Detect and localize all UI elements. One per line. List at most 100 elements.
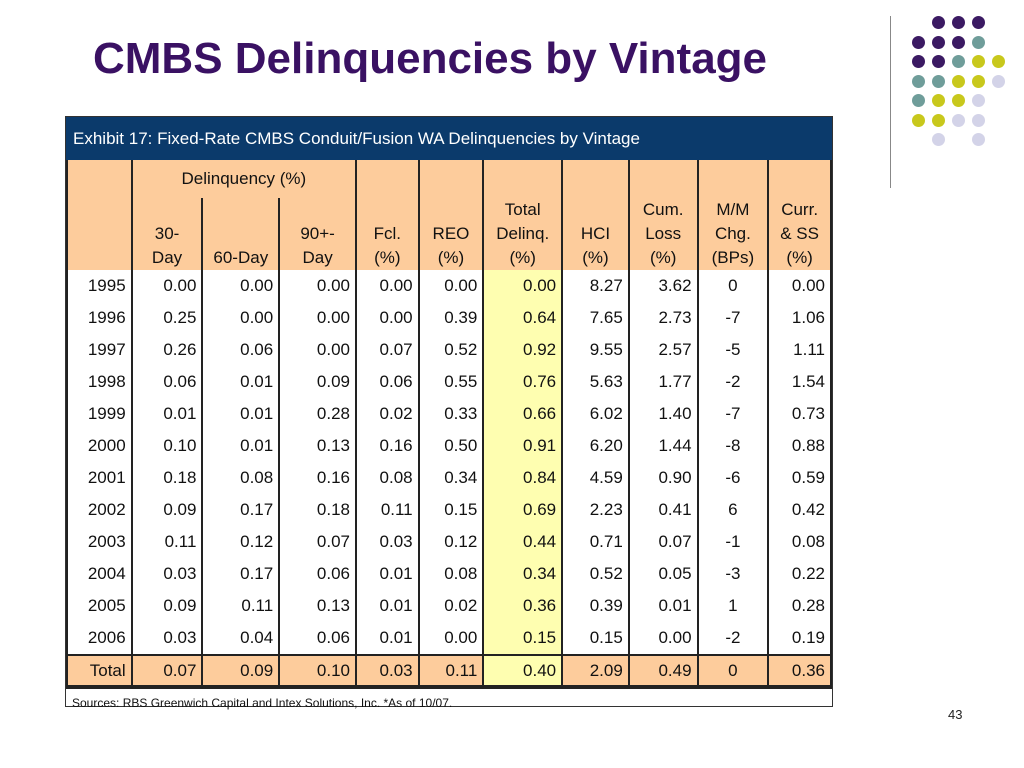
table-cell: 0.00	[355, 302, 420, 334]
table-cell: 0.05	[627, 558, 699, 590]
decorative-dot	[952, 113, 965, 127]
table-cell: 0.00	[482, 270, 564, 302]
table-cell: 0.01	[201, 366, 281, 398]
table-cell: 0.91	[482, 430, 564, 462]
table-cell: 0.15	[482, 622, 564, 655]
header-line	[285, 198, 350, 222]
decorative-dot	[952, 94, 965, 107]
table-cell: 0.25	[130, 302, 204, 334]
table-cell: 0.11	[417, 654, 485, 687]
table-cell: 0.18	[278, 494, 357, 526]
header-line: REO	[432, 224, 470, 243]
table-cell: 0.08	[355, 462, 420, 494]
table-cell: 5.63	[561, 366, 630, 398]
slide-title: CMBS Delinquencies by Vintage	[93, 34, 768, 83]
decorative-dot	[932, 133, 945, 146]
table-cell: 0.09	[278, 366, 357, 398]
table-cell: 0.00	[278, 270, 357, 302]
header-line	[208, 198, 273, 222]
table-cell: 0.84	[482, 462, 564, 494]
table-cell: 0.01	[355, 622, 420, 655]
table-cell: 2.73	[627, 302, 699, 334]
table-cell: 6.20	[561, 430, 630, 462]
table-cell: 0.00	[417, 622, 485, 655]
vertical-divider	[890, 16, 891, 188]
decorative-dot	[952, 74, 965, 88]
table-cell: 1	[696, 590, 770, 622]
table-cell: 0.00	[201, 270, 281, 302]
header-line: Day	[302, 248, 333, 267]
table-cell: 0.02	[417, 590, 485, 622]
table-cell: 0.18	[130, 462, 204, 494]
header-total-delinq: Total Delinq. (%)	[482, 160, 564, 270]
vintage-year: 2006	[66, 622, 133, 655]
header-line: Curr.	[781, 200, 819, 219]
table-cell: 1.11	[767, 334, 832, 366]
table-cell: 0.76	[482, 366, 564, 398]
decorative-dot	[952, 35, 965, 49]
table-cell: 0.28	[767, 590, 832, 622]
vintage-year: 2002	[66, 494, 133, 526]
decorative-dot	[952, 16, 965, 29]
header-line	[568, 198, 623, 222]
table-cell: 0.13	[278, 430, 357, 462]
table-cell: -7	[696, 302, 770, 334]
table-cell: 0.41	[627, 494, 699, 526]
header-line: 90+-	[300, 224, 335, 243]
decorative-dot	[952, 55, 965, 68]
header-fcl: Fcl. (%)	[355, 160, 420, 270]
total-row: Total 0.07 0.09 0.10 0.03 0.11 0.40 2.09 0.49 0 0.…	[66, 654, 832, 687]
header-line	[425, 198, 478, 222]
decorative-dot	[972, 133, 985, 146]
table-cell: 8.27	[561, 270, 630, 302]
table-cell: -1	[696, 526, 770, 558]
table-cell: 0.03	[130, 558, 204, 590]
header-line: 30-	[154, 224, 180, 243]
header-line: (%)	[649, 248, 677, 267]
table-cell: 0.09	[130, 494, 204, 526]
table-cell: 0.17	[201, 494, 281, 526]
vintage-year: 1997	[66, 334, 133, 366]
table-cell: 0.34	[482, 558, 564, 590]
decorative-dot	[912, 55, 925, 68]
table-cell: 0.02	[355, 398, 420, 430]
table-cell: 0.08	[201, 462, 281, 494]
decorative-dot	[972, 74, 985, 88]
vintage-year: 2005	[66, 590, 133, 622]
vintage-year: 1998	[66, 366, 133, 398]
table-cell: 0.07	[627, 526, 699, 558]
table-cell: 0.00	[278, 334, 357, 366]
table-cell: 0.01	[355, 590, 420, 622]
table-cell: 0.42	[767, 494, 832, 526]
decorative-dot	[912, 35, 925, 49]
table-cell: 0.88	[767, 430, 832, 462]
table-cell: 0.92	[482, 334, 564, 366]
table-cell: 2.09	[561, 654, 630, 687]
table-cell: 0.00	[278, 302, 357, 334]
table-cell: 0.03	[355, 526, 420, 558]
header-line: (BPs)	[711, 248, 755, 267]
header-hci: HCI (%)	[561, 160, 630, 270]
header-30-day: 30- Day	[130, 198, 204, 270]
table-cell: 0.59	[767, 462, 832, 494]
table-cell: 7.65	[561, 302, 630, 334]
table-cell: 0.01	[201, 430, 281, 462]
table-cell: 0.33	[417, 398, 485, 430]
table-cell: 1.54	[767, 366, 832, 398]
header-cum-loss: Cum. Loss (%)	[627, 160, 699, 270]
table-cell: 0	[696, 270, 770, 302]
header-line	[208, 222, 273, 246]
table-cell: -2	[696, 622, 770, 655]
header-year-blank	[66, 160, 133, 270]
table-cell: 1.40	[627, 398, 699, 430]
table-row: 2002 0.09 0.17 0.18 0.11 0.15 0.69 2.23 0.41 6 0.4…	[66, 494, 832, 526]
table-cell: 0.00	[355, 270, 420, 302]
table-cell: 0.16	[355, 430, 420, 462]
decorative-dot	[932, 55, 945, 68]
decorative-dot	[972, 35, 985, 49]
table-row: 1996 0.25 0.00 0.00 0.00 0.39 0.64 7.65 2.73 -7 1.…	[66, 302, 832, 334]
table-cell: 0.11	[201, 590, 281, 622]
table-cell: 0.00	[417, 270, 485, 302]
table-cell: 0.49	[627, 654, 699, 687]
table-cell: 0.11	[355, 494, 420, 526]
